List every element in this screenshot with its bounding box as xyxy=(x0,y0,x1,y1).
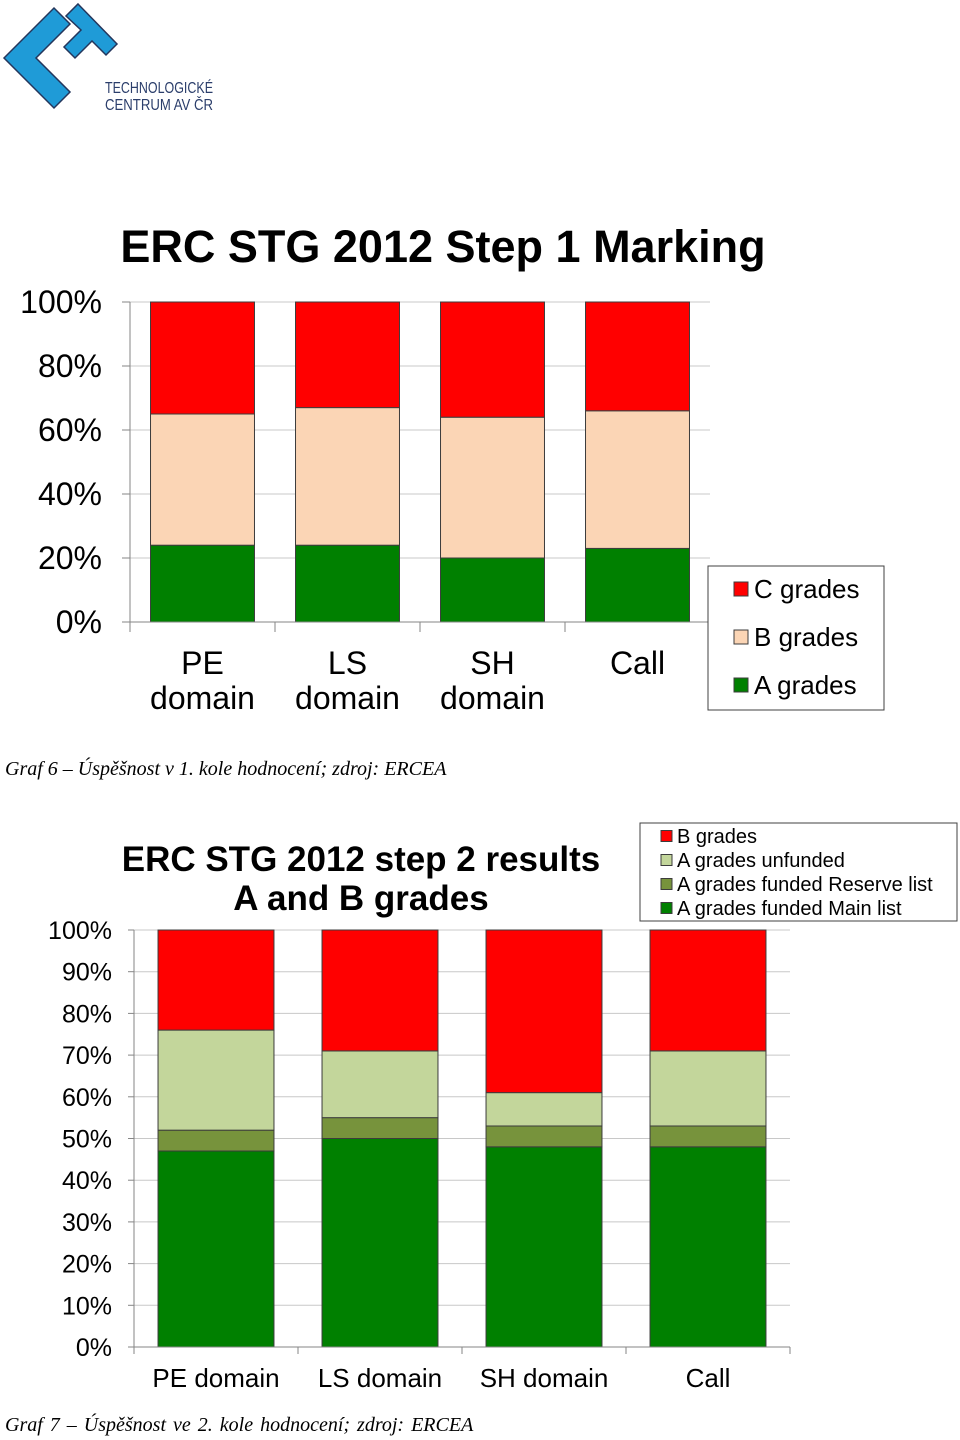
bar-c-grades-sh-domain xyxy=(440,301,545,418)
y-tick-label: 70% xyxy=(62,1042,112,1070)
bar-a-grades-funded-main-list-sh-domain xyxy=(485,1146,603,1348)
axes: 0% 10% 20% 30% 40% 50% 60% 70% 80% 90% 100% xyxy=(48,917,791,1362)
y-tick-label: 10% xyxy=(62,1292,112,1320)
tc-logo-icon: TECHNOLOGICKÉ CENTRUM AV ČR xyxy=(2,2,213,114)
bar-a-grades-funded-reserve-list-pe-domain xyxy=(157,1129,275,1152)
y-tick-label: 80% xyxy=(38,348,102,384)
legend-label: B grades xyxy=(677,826,757,848)
bar-b-grades-call xyxy=(585,410,690,549)
legend-swatch-a-grades xyxy=(733,677,749,693)
bar-b-grades-call xyxy=(649,929,767,1052)
y-tick-label: 20% xyxy=(38,540,102,576)
legend-label: A grades unfunded xyxy=(677,850,845,872)
legend-label: B grades xyxy=(754,622,858,652)
bar-a-grades-funded-reserve-list-ls-domain xyxy=(321,1117,439,1139)
bar-b-grades-ls-domain xyxy=(295,407,400,546)
legend-box xyxy=(639,822,958,922)
legend: C grades B grades A grades xyxy=(707,565,885,711)
chart-step1-marking: ERC STG 2012 Step 1 Marking 0% 20% 40% 60% 8… xyxy=(0,200,960,720)
y-tick-label: 30% xyxy=(62,1209,112,1237)
y-tick-label: 50% xyxy=(62,1126,112,1154)
logo-text-line1: TECHNOLOGICKÉ xyxy=(105,78,213,97)
figure-caption-graf-6: Graf 6 – Úspěšnost v 1. kole hodnocení; … xyxy=(5,758,447,780)
bar-a-grades-funded-reserve-list-sh-domain xyxy=(485,1125,603,1148)
x-tick-label: SH domain xyxy=(440,645,545,716)
legend-label: A grades funded Reserve list xyxy=(677,874,933,896)
bar-c-grades-pe-domain xyxy=(150,301,255,415)
legend-swatch-a-grades-unfunded xyxy=(660,854,673,866)
y-tick-label: 20% xyxy=(62,1251,112,1279)
bar-a-grades-call xyxy=(585,547,690,623)
bar-a-grades-unfunded-pe-domain xyxy=(157,1029,275,1131)
axes: 0% 20% 40% 60% 80% 100% xyxy=(20,284,711,640)
y-tick-label: 100% xyxy=(20,284,102,320)
logo: TECHNOLOGICKÉ CENTRUM AV ČR xyxy=(0,0,220,120)
bar-a-grades-unfunded-sh-domain xyxy=(485,1092,603,1127)
x-tick-label: LS domain xyxy=(295,645,400,716)
bar-a-grades-ls-domain xyxy=(295,544,400,623)
bar-c-grades-ls-domain xyxy=(295,301,400,409)
bar-c-grades-call xyxy=(585,301,690,412)
x-tick-label: LS domain xyxy=(317,1363,443,1393)
legend-swatch-c-grades xyxy=(733,581,749,597)
x-tick-label: SH domain xyxy=(479,1363,609,1393)
bar-a-grades-funded-reserve-list-call xyxy=(649,1125,767,1148)
bars xyxy=(150,301,690,623)
legend-swatch-b-grades xyxy=(733,629,749,645)
x-tick-label: Call xyxy=(609,645,666,681)
y-tick-label: 80% xyxy=(62,1000,112,1028)
chart-title: ERC STG 2012 step 2 results xyxy=(122,840,601,879)
x-tick-label: PE domain xyxy=(150,645,255,716)
bar-b-grades-sh-domain xyxy=(440,416,545,559)
legend-label: C grades xyxy=(754,574,860,604)
y-tick-label: 0% xyxy=(76,1334,112,1362)
y-tick-label: 60% xyxy=(62,1084,112,1112)
bar-a-grades-unfunded-ls-domain xyxy=(321,1050,439,1119)
y-tick-label: 100% xyxy=(48,917,112,945)
legend-swatch-b-grades xyxy=(660,830,673,842)
bar-b-grades-sh-domain xyxy=(485,929,603,1094)
logo-text-line2: CENTRUM AV ČR xyxy=(105,95,213,114)
x-tick-label: Call xyxy=(685,1363,731,1393)
logo-c-shape xyxy=(2,6,72,110)
bars xyxy=(157,929,767,1348)
chart-2-canvas: ERC STG 2012 step 2 results A and B grad… xyxy=(48,822,958,1362)
bar-a-grades-sh-domain xyxy=(440,557,545,623)
legend-label: A grades xyxy=(754,670,857,700)
bar-b-grades-pe-domain xyxy=(150,413,255,546)
y-tick-label: 90% xyxy=(62,959,112,987)
legend-swatch-a-grades-funded-reserve-list xyxy=(660,878,673,890)
bar-b-grades-ls-domain xyxy=(321,929,439,1052)
logo-t-shape xyxy=(62,2,119,60)
bar-a-grades-funded-main-list-ls-domain xyxy=(321,1138,439,1348)
bar-a-grades-funded-main-list-pe-domain xyxy=(157,1150,275,1348)
y-tick-label: 60% xyxy=(38,412,102,448)
bar-a-grades-unfunded-call xyxy=(649,1050,767,1127)
y-tick-label: 40% xyxy=(62,1167,112,1195)
chart-subtitle: A and B grades xyxy=(233,879,488,918)
x-tick-label: PE domain xyxy=(152,1363,280,1393)
y-tick-label: 40% xyxy=(38,476,102,512)
legend-label: A grades funded Main list xyxy=(677,898,902,920)
bar-a-grades-funded-main-list-call xyxy=(649,1146,767,1348)
legend-swatch-a-grades-funded-main-list xyxy=(660,902,673,914)
chart-1-canvas: ERC STG 2012 Step 1 Marking 0% 20% 40% 60% 8… xyxy=(20,221,885,711)
bar-b-grades-pe-domain xyxy=(157,929,275,1031)
y-tick-label: 0% xyxy=(56,604,102,640)
chart-step2-results: ERC STG 2012 step 2 results A and B grad… xyxy=(0,810,960,1400)
figure-caption-graf-7: Graf 7 – Úspěšnost ve 2. kole hodnocení;… xyxy=(5,1414,474,1436)
chart-title: ERC STG 2012 Step 1 Marking xyxy=(120,221,765,272)
bar-a-grades-pe-domain xyxy=(150,544,255,623)
